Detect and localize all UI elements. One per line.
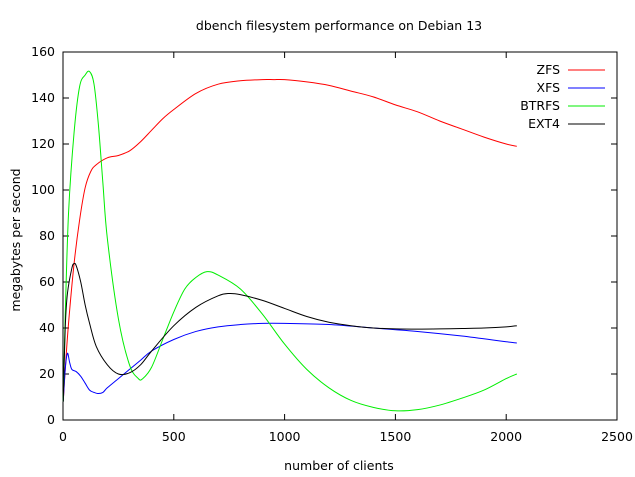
series-line-ext4 <box>62 262 517 402</box>
x-tick-label: 1000 <box>269 429 301 444</box>
y-tick-label: 160 <box>31 44 55 59</box>
y-tick-label: 100 <box>31 182 55 197</box>
y-tick-label: 40 <box>39 320 55 335</box>
plot-area: 0 500 1000 1500 2000 2500 0 20 40 60 80 100 120 140 16… <box>31 44 633 444</box>
y-axis-label: megabytes per second <box>8 168 23 311</box>
x-tick-label: 0 <box>59 429 67 444</box>
series-line-zfs <box>62 78 517 402</box>
x-tick-label: 2500 <box>601 429 633 444</box>
y-tick-label: 120 <box>31 136 55 151</box>
series-line-xfs <box>62 322 517 402</box>
legend: ZFS XFS BTRFS EXT4 <box>520 62 605 131</box>
legend-label-xfs: XFS <box>537 80 561 95</box>
legend-label-zfs: ZFS <box>537 62 561 77</box>
x-tick-label: 500 <box>162 429 186 444</box>
x-tick-label: 2000 <box>490 429 522 444</box>
legend-label-ext4: EXT4 <box>528 116 560 131</box>
legend-label-btrfs: BTRFS <box>520 98 560 113</box>
y-tick-label: 0 <box>47 412 55 427</box>
series-line-btrfs <box>62 70 518 412</box>
y-tick-label: 60 <box>39 274 55 289</box>
y-tick-label: 80 <box>39 228 55 243</box>
y-tick-label: 20 <box>39 366 55 381</box>
x-axis-label: number of clients <box>284 458 394 473</box>
x-tick-label: 1500 <box>379 429 411 444</box>
y-tick-label: 140 <box>31 90 55 105</box>
chart-title: dbench filesystem performance on Debian … <box>196 18 482 33</box>
